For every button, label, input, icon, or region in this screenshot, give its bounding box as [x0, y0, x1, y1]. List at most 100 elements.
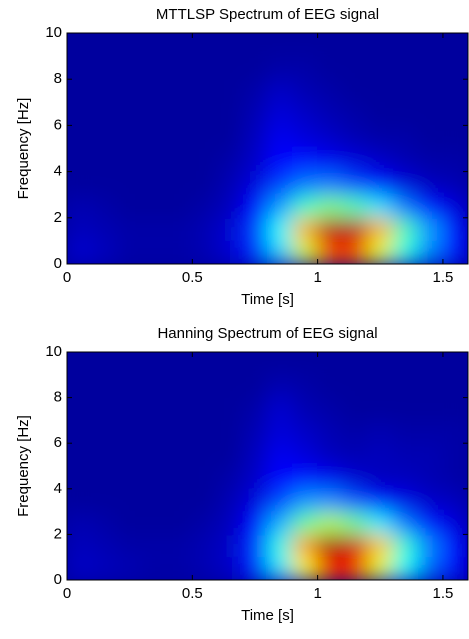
heatmap-cell [367, 217, 394, 242]
heatmap-cell [91, 78, 118, 103]
heatmap-cell [292, 465, 319, 490]
heatmap-cell [342, 171, 369, 196]
heatmap-cell [216, 488, 243, 513]
heatmap-cell [392, 217, 419, 242]
heatmap-cell [442, 533, 468, 558]
heatmap-cell [191, 33, 218, 57]
y-axis-label: Frequency [Hz] [15, 98, 32, 200]
heatmap-cell [141, 124, 168, 149]
heatmap-cell [267, 533, 294, 558]
heatmap-cell [216, 374, 243, 399]
heatmap-cell [67, 533, 93, 558]
x-tick-label: 0 [63, 269, 71, 286]
heatmap-cell [241, 124, 268, 149]
heatmap-cell [67, 217, 93, 242]
x-tick-label: 0 [63, 585, 71, 602]
heatmap-cell [292, 419, 319, 444]
heatmap-cell [141, 556, 168, 580]
heatmap-cell [342, 533, 369, 558]
heatmap-cell [292, 78, 319, 103]
x-axis-label: Time [s] [241, 291, 294, 308]
heatmap-cell [317, 101, 344, 126]
heatmap-cell [317, 352, 344, 376]
heatmap-cell [166, 148, 193, 173]
heatmap-cell [442, 148, 468, 173]
heatmap-cell [141, 194, 168, 219]
heatmap-cell [166, 442, 193, 467]
heatmap-cell [417, 217, 444, 242]
y-tick-label: 2 [54, 209, 62, 226]
heatmap-cell [342, 352, 369, 376]
heatmap-cell [417, 352, 444, 376]
heatmap-cell [67, 171, 93, 196]
heatmap-cell [67, 488, 93, 513]
heatmap-cell [442, 352, 468, 376]
heatmap-cell [317, 465, 344, 490]
heatmap-cell [67, 352, 93, 376]
x-tick-label: 1.5 [433, 269, 454, 286]
heatmap-cell [317, 533, 344, 558]
heatmap-cell [392, 148, 419, 173]
heatmap-cell [442, 240, 468, 264]
heatmap-cell [442, 488, 468, 513]
heatmap-cell [116, 533, 143, 558]
heatmap-cell [116, 352, 143, 376]
heatmap-cell [342, 419, 369, 444]
heatmap-cell [392, 533, 419, 558]
heatmap-cell [317, 397, 344, 421]
heatmap-cell [191, 124, 218, 149]
heatmap-cell [67, 101, 93, 126]
x-tick-label: 0.5 [182, 585, 203, 602]
heatmap-cell [241, 148, 268, 173]
heatmap-cell [417, 101, 444, 126]
heatmap-cell [392, 511, 419, 535]
heatmap-cell [367, 556, 394, 580]
heatmap-cell [241, 488, 268, 513]
heatmap-cell [292, 55, 319, 80]
heatmap-cell [442, 465, 468, 490]
heatmap-cell [367, 374, 394, 399]
heatmap-cell [241, 442, 268, 467]
heatmap-cell [191, 511, 218, 535]
heatmap-cell [216, 511, 243, 535]
heatmap-cell [241, 240, 268, 264]
heatmap-cell [166, 374, 193, 399]
x-tick-label: 1 [313, 269, 321, 286]
y-tick-label: 4 [54, 480, 62, 497]
heatmap-cell [116, 78, 143, 103]
heatmap-cell [267, 55, 294, 80]
chart-title: Hanning Spectrum of EEG signal [157, 325, 377, 342]
heatmap-cell [116, 488, 143, 513]
heatmap-cell [141, 78, 168, 103]
y-tick-label: 2 [54, 525, 62, 542]
heatmap-cell [91, 533, 118, 558]
heatmap-cell [267, 397, 294, 421]
heatmap-cell [367, 78, 394, 103]
heatmap-cell [417, 397, 444, 421]
heatmap-cell [392, 374, 419, 399]
heatmap-cell [342, 148, 369, 173]
heatmap-cell [392, 101, 419, 126]
heatmap-cell [166, 55, 193, 80]
heatmap-cell [191, 397, 218, 421]
heatmap-cell [166, 194, 193, 219]
heatmap-cell [116, 240, 143, 264]
heatmap-cell [241, 194, 268, 219]
heatmap-cell [442, 78, 468, 103]
heatmap-cell [141, 511, 168, 535]
heatmap-cell [267, 171, 294, 196]
heatmap-cell [417, 55, 444, 80]
heatmap-cell [392, 419, 419, 444]
heatmap-cell [417, 419, 444, 444]
heatmap-cell [317, 217, 344, 242]
heatmap-cell [317, 171, 344, 196]
heatmap [67, 33, 468, 264]
heatmap-cell [367, 33, 394, 57]
heatmap-cell [267, 511, 294, 535]
heatmap-cell [417, 194, 444, 219]
heatmap-cell [367, 511, 394, 535]
y-tick-label: 8 [54, 389, 62, 406]
heatmap-cell [67, 55, 93, 80]
heatmap-cell [191, 171, 218, 196]
heatmap-cell [317, 148, 344, 173]
